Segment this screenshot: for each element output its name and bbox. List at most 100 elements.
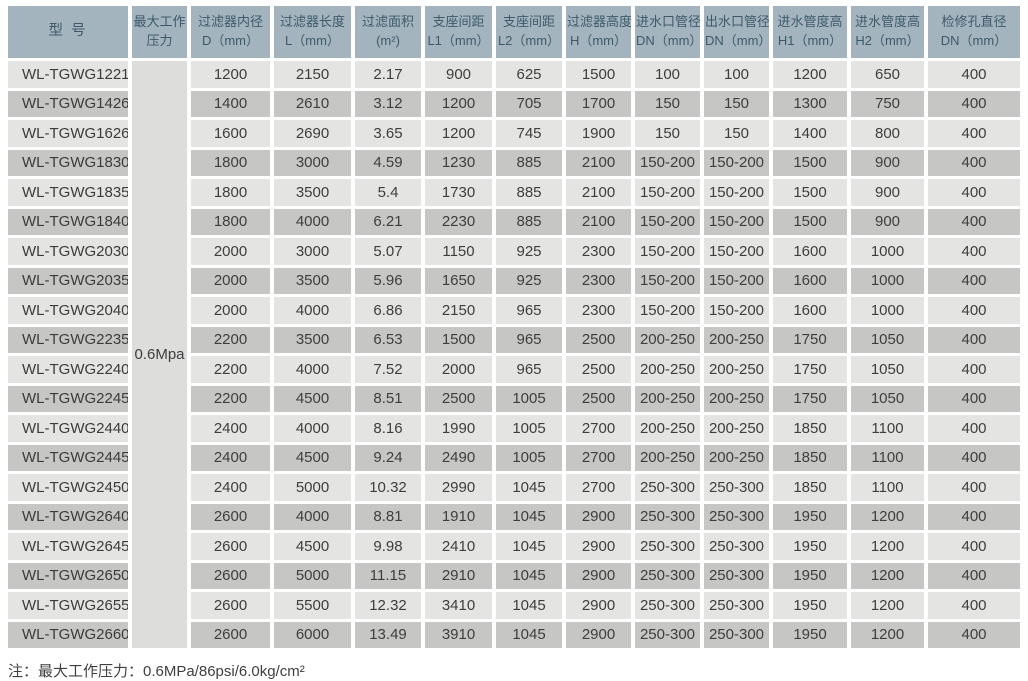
- value-cell: 2600: [191, 533, 270, 560]
- value-cell: 400: [928, 444, 1020, 471]
- value-cell: 200-250: [704, 356, 769, 383]
- value-cell: 2400: [191, 444, 270, 471]
- value-cell: 1850: [773, 444, 847, 471]
- spec-table: 型 号 最大工作 压力 过滤器内径 D（mm） 过滤器长度 L（mm） 过滤面积 (m²)…: [4, 3, 1024, 651]
- header-cell: 进水管度高 H1（mm）: [773, 6, 847, 58]
- value-cell: 4500: [274, 385, 351, 412]
- value-cell: 2150: [274, 61, 351, 88]
- header-pressure-line2: 压力: [146, 33, 173, 48]
- value-cell: 1500: [425, 326, 492, 353]
- value-cell: 250-300: [635, 562, 700, 589]
- value-cell: 150-200: [704, 267, 769, 294]
- value-cell: 900: [851, 149, 924, 176]
- table-row: WL-TGWG2240 2200 4000 7.52 2000 965 2500 200-25…: [8, 356, 1020, 383]
- value-cell: 150-200: [635, 297, 700, 324]
- value-cell: 1500: [773, 179, 847, 206]
- value-cell: 6000: [274, 621, 351, 648]
- value-cell: 2000: [191, 297, 270, 324]
- value-cell: 400: [928, 474, 1020, 501]
- value-cell: 2410: [425, 533, 492, 560]
- model-cell: WL-TGWG2640: [8, 503, 128, 530]
- value-cell: 1400: [773, 120, 847, 147]
- value-cell: 9.98: [355, 533, 421, 560]
- value-cell: 150: [704, 90, 769, 117]
- value-cell: 400: [928, 503, 1020, 530]
- value-cell: 885: [496, 208, 562, 235]
- table-row: WL-TGWG2655 2600 5500 12.32 3410 1045 2900 250-…: [8, 592, 1020, 619]
- value-cell: 250-300: [635, 503, 700, 530]
- value-cell: 1950: [773, 533, 847, 560]
- value-cell: 400: [928, 562, 1020, 589]
- value-cell: 3500: [274, 326, 351, 353]
- model-cell: WL-TGWG1840: [8, 208, 128, 235]
- value-cell: 5.07: [355, 238, 421, 265]
- value-cell: 1500: [773, 208, 847, 235]
- header-model: 型 号: [8, 6, 128, 58]
- model-cell: WL-TGWG1626: [8, 120, 128, 147]
- value-cell: 1100: [851, 474, 924, 501]
- header-row: 型 号 最大工作 压力 过滤器内径 D（mm） 过滤器长度 L（mm） 过滤面积 (m²)…: [8, 6, 1020, 58]
- value-cell: 1600: [773, 297, 847, 324]
- value-cell: 965: [496, 326, 562, 353]
- table-row: WL-TGWG1426 1400 2610 3.12 1200 705 1700 150 150…: [8, 90, 1020, 117]
- value-cell: 6.53: [355, 326, 421, 353]
- value-cell: 8.51: [355, 385, 421, 412]
- value-cell: 1200: [191, 61, 270, 88]
- value-cell: 400: [928, 385, 1020, 412]
- value-cell: 1000: [851, 297, 924, 324]
- value-cell: 100: [704, 61, 769, 88]
- value-cell: 2600: [191, 503, 270, 530]
- value-cell: 2500: [566, 356, 631, 383]
- value-cell: 2690: [274, 120, 351, 147]
- value-cell: 885: [496, 179, 562, 206]
- value-cell: 150-200: [635, 238, 700, 265]
- value-cell: 1045: [496, 562, 562, 589]
- value-cell: 2900: [566, 562, 631, 589]
- value-cell: 2000: [191, 238, 270, 265]
- value-cell: 2000: [191, 267, 270, 294]
- header-cell: 过滤器高度 H（mm）: [566, 6, 631, 58]
- value-cell: 1050: [851, 356, 924, 383]
- model-cell: WL-TGWG2030: [8, 238, 128, 265]
- value-cell: 400: [928, 533, 1020, 560]
- value-cell: 2200: [191, 326, 270, 353]
- value-cell: 400: [928, 120, 1020, 147]
- value-cell: 4500: [274, 533, 351, 560]
- value-cell: 5500: [274, 592, 351, 619]
- value-cell: 250-300: [704, 533, 769, 560]
- table-row: WL-TGWG2645 2600 4500 9.98 2410 1045 2900 250-3…: [8, 533, 1020, 560]
- value-cell: 1050: [851, 326, 924, 353]
- value-cell: 1200: [851, 533, 924, 560]
- value-cell: 1050: [851, 385, 924, 412]
- table-row: WL-TGWG2030 2000 3000 5.07 1150 925 2300 150-20…: [8, 238, 1020, 265]
- model-cell: WL-TGWG2235: [8, 326, 128, 353]
- value-cell: 2500: [566, 385, 631, 412]
- table-row: WL-TGWG2245 2200 4500 8.51 2500 1005 2500 200-2…: [8, 385, 1020, 412]
- model-cell: WL-TGWG2650: [8, 562, 128, 589]
- value-cell: 1850: [773, 415, 847, 442]
- value-cell: 400: [928, 238, 1020, 265]
- value-cell: 2910: [425, 562, 492, 589]
- value-cell: 6.21: [355, 208, 421, 235]
- header-cell: 过滤器长度 L（mm）: [274, 6, 351, 58]
- value-cell: 12.32: [355, 592, 421, 619]
- table-row: WL-TGWG2445 2400 4500 9.24 2490 1005 2700 200-2…: [8, 444, 1020, 471]
- value-cell: 150-200: [635, 267, 700, 294]
- value-cell: 1800: [191, 149, 270, 176]
- value-cell: 2990: [425, 474, 492, 501]
- value-cell: 1600: [773, 267, 847, 294]
- value-cell: 8.81: [355, 503, 421, 530]
- table-row: WL-TGWG1626 1600 2690 3.65 1200 745 1900 150 150…: [8, 120, 1020, 147]
- model-cell: WL-TGWG2440: [8, 415, 128, 442]
- value-cell: 400: [928, 415, 1020, 442]
- value-cell: 1900: [566, 120, 631, 147]
- model-cell: WL-TGWG2660: [8, 621, 128, 648]
- table-row: WL-TGWG2040 2000 4000 6.86 2150 965 2300 150-20…: [8, 297, 1020, 324]
- value-cell: 2300: [566, 297, 631, 324]
- model-cell: WL-TGWG2040: [8, 297, 128, 324]
- value-cell: 800: [851, 120, 924, 147]
- value-cell: 200-250: [704, 415, 769, 442]
- value-cell: 2400: [191, 415, 270, 442]
- value-cell: 3000: [274, 238, 351, 265]
